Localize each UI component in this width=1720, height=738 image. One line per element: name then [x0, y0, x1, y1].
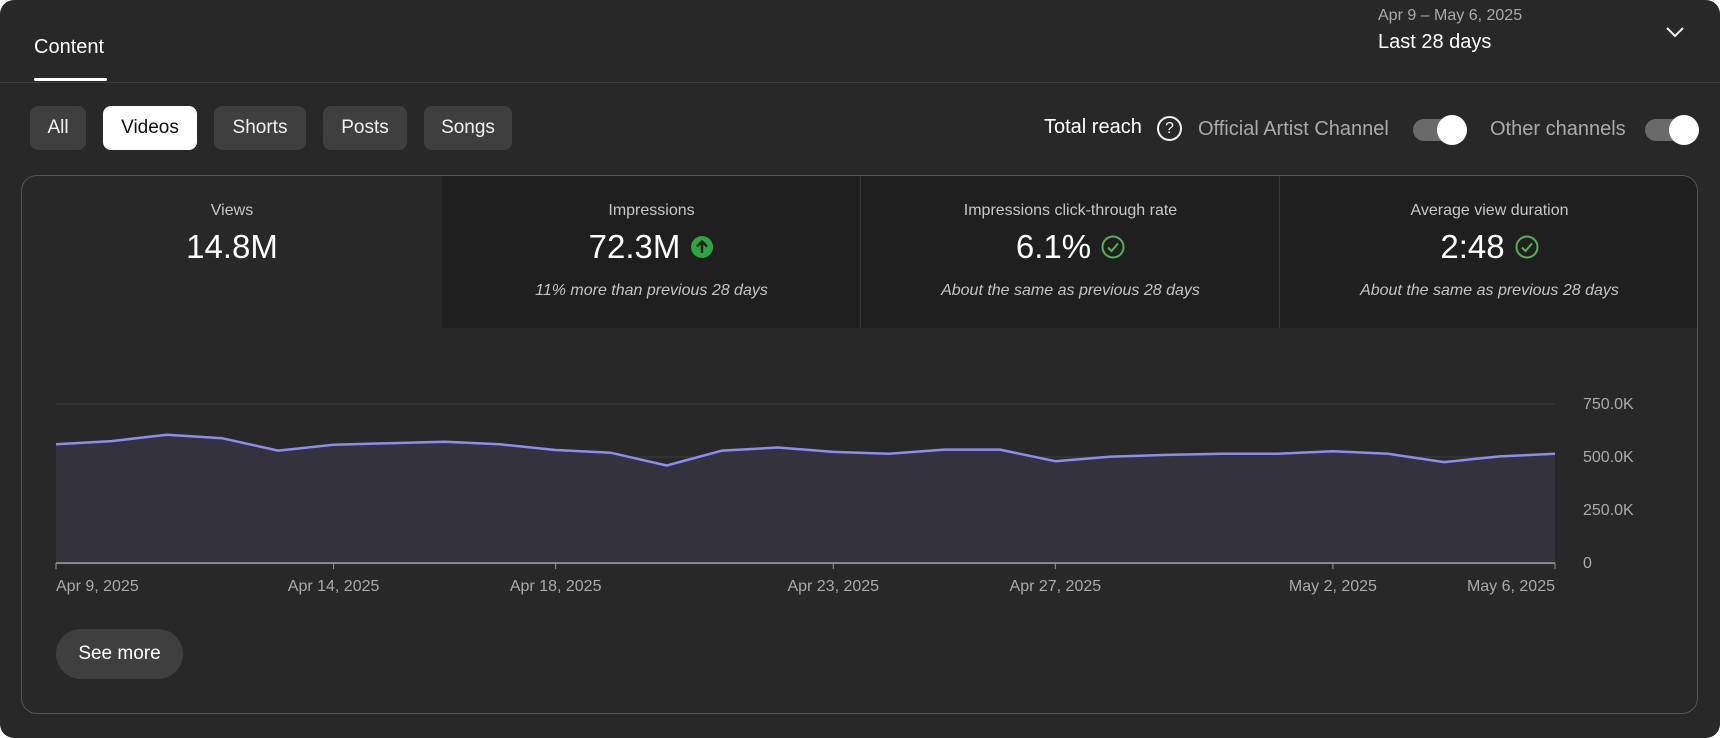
- total-reach-label: Total reach: [1044, 116, 1142, 138]
- x-tick-label: Apr 14, 2025: [288, 578, 380, 595]
- see-more-button[interactable]: See more: [56, 629, 183, 679]
- views-chart[interactable]: 0 250.0K 500.0K 750.0K Apr 9, 2025 Apr 14, 20…: [22, 176, 1698, 616]
- chip-posts[interactable]: Posts: [323, 106, 407, 150]
- metric-value: 72.3M: [588, 228, 681, 265]
- arrow-up-circle-icon: [691, 236, 714, 258]
- x-tick-label: May 2, 2025: [1289, 578, 1377, 595]
- metric-avg-view-duration[interactable]: Average view duration 2:48 About the sam…: [1280, 176, 1697, 328]
- metric-ctr[interactable]: Impressions click-through rate 6.1% Abou…: [861, 176, 1280, 328]
- metric-title: Average view duration: [1410, 202, 1569, 219]
- period-selector-label[interactable]: Last 28 days: [1378, 31, 1492, 53]
- tab-active-indicator: [34, 78, 107, 81]
- x-tick-label: Apr 18, 2025: [510, 578, 602, 595]
- official-artist-channel-toggle[interactable]: [1413, 115, 1467, 145]
- x-tick-label: Apr 27, 2025: [1010, 578, 1102, 595]
- series-line: [55, 433, 1556, 467]
- other-channels-toggle[interactable]: [1645, 115, 1699, 145]
- metric-value: 2:48: [1440, 228, 1505, 265]
- check-circle-icon: [1101, 235, 1125, 259]
- chip-all[interactable]: All: [30, 106, 86, 150]
- metric-comparison-note: About the same as previous 28 days: [1360, 282, 1619, 299]
- check-circle-icon: [1515, 235, 1539, 259]
- metric-impressions[interactable]: Impressions 72.3M 11% more than previous…: [442, 176, 861, 328]
- metric-comparison-note: About the same as previous 28 days: [941, 282, 1200, 299]
- date-range-text[interactable]: Apr 9 – May 6, 2025: [1378, 7, 1523, 24]
- y-tick-label: 500.0K: [1583, 449, 1634, 466]
- x-tick-label: Apr 23, 2025: [787, 578, 879, 595]
- y-tick-label: 250.0K: [1583, 502, 1634, 519]
- metric-title: Impressions: [608, 202, 695, 219]
- x-tick-label: May 6, 2025: [1467, 578, 1555, 595]
- metric-divider: [860, 176, 861, 328]
- chevron-down-icon[interactable]: [1662, 22, 1688, 42]
- series-area: [56, 434, 1555, 563]
- help-icon[interactable]: ?: [1157, 116, 1182, 141]
- chip-shorts[interactable]: Shorts: [214, 106, 306, 150]
- toggle-knob: [1437, 115, 1467, 145]
- other-channels-label: Other channels: [1490, 118, 1626, 140]
- metric-views[interactable]: Views 14.8M: [22, 176, 442, 328]
- y-tick-label: 0: [1583, 555, 1592, 572]
- metric-value: 6.1%: [1015, 228, 1092, 265]
- y-tick-label: 750.0K: [1583, 396, 1634, 413]
- x-tick-label: Apr 9, 2025: [56, 578, 139, 595]
- official-artist-channel-label: Official Artist Channel: [1198, 118, 1389, 140]
- metric-title: Impressions click-through rate: [963, 202, 1178, 219]
- metrics-card: Views 14.8M Impressions 72.3M 11% more t…: [21, 175, 1698, 714]
- chip-videos[interactable]: Videos: [103, 106, 197, 150]
- metric-title: Views: [210, 202, 254, 219]
- tab-content[interactable]: Content: [34, 36, 105, 58]
- metric-divider: [1279, 176, 1280, 328]
- metric-comparison-note: 11% more than previous 28 days: [535, 282, 768, 299]
- toggle-knob: [1669, 115, 1699, 145]
- metric-value: 14.8M: [186, 228, 278, 265]
- chip-songs[interactable]: Songs: [424, 106, 512, 150]
- header-divider: [0, 82, 1720, 83]
